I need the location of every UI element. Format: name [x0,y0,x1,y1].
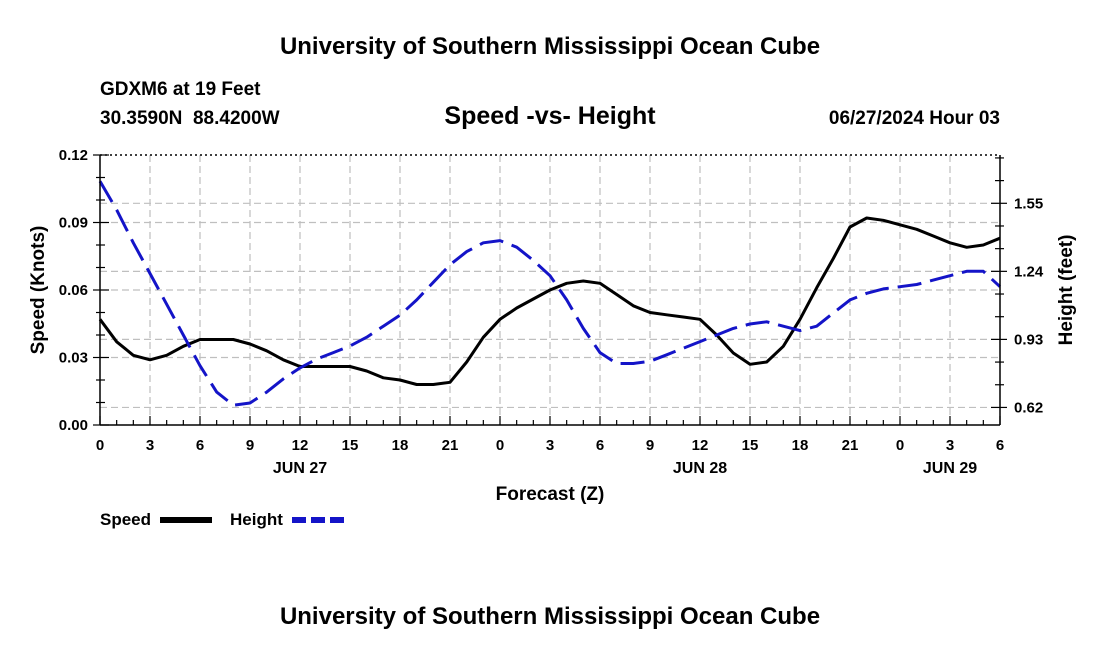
grid-lines [100,155,1000,425]
y-tick-label: 0.06 [59,282,88,299]
x-tick-label: 0 [896,437,904,454]
speed-series-line [98,216,1001,386]
station-name: GDXM6 at 19 Feet [100,79,261,100]
issued-timestamp: 06/27/2024 Hour 03 [829,108,1000,129]
legend: Speed Height [100,510,344,529]
plot-axes [93,154,1007,426]
x-day-label: JUN 27 [273,460,327,477]
x-tick-label: 3 [546,437,554,454]
y2-tick-label: 1.24 [1014,263,1044,280]
x-tick-label: 6 [996,437,1004,454]
x-tick-label: 12 [292,437,309,454]
y2-axis-label: Height (feet) [1056,235,1077,346]
x-tick-label: 18 [392,437,409,454]
y2-tick-label: 0.62 [1014,399,1043,416]
x-tick-label: 15 [342,437,359,454]
y-tick-label: 0.09 [59,215,88,232]
chart-title: Speed -vs- Height [444,102,656,130]
x-tick-label: 21 [442,437,459,454]
y-tick-label: 0.12 [59,147,88,164]
x-day-label: JUN 29 [923,460,977,477]
x-tick-label: 6 [596,437,604,454]
x-tick-label: 3 [946,437,954,454]
x-tick-label: 15 [742,437,759,454]
tick-labels: 0 3 6 9 12 15 18 21 0 3 6 9 12 15 18 21 0 3 6 JUN 27 JUN 28 J… [59,147,1044,477]
footer-title: University of Southern Mississippi Ocean… [280,603,820,630]
x-tick-label: 0 [96,437,104,454]
x-day-label: JUN 28 [673,460,727,477]
x-tick-label: 9 [646,437,654,454]
x-tick-label: 12 [692,437,709,454]
page-title: University of Southern Mississippi Ocean… [280,33,820,60]
y-axis-label: Speed (Knots) [28,226,49,355]
y2-tick-label: 0.93 [1014,331,1043,348]
height-series-line [98,180,1002,407]
legend-height-label: Height [230,510,283,529]
series-layer [98,180,1002,407]
x-tick-label: 18 [792,437,809,454]
legend-speed-label: Speed [100,510,151,529]
y2-tick-label: 1.55 [1014,195,1043,212]
x-tick-label: 3 [146,437,154,454]
x-tick-label: 6 [196,437,204,454]
y-tick-label: 0.00 [59,417,88,434]
station-coordinates: 30.3590N 88.4200W [100,108,280,129]
x-tick-label: 21 [842,437,859,454]
x-axis-label: Forecast (Z) [496,484,605,505]
y-tick-label: 0.03 [59,350,88,367]
x-tick-label: 0 [496,437,504,454]
x-tick-label: 9 [246,437,254,454]
